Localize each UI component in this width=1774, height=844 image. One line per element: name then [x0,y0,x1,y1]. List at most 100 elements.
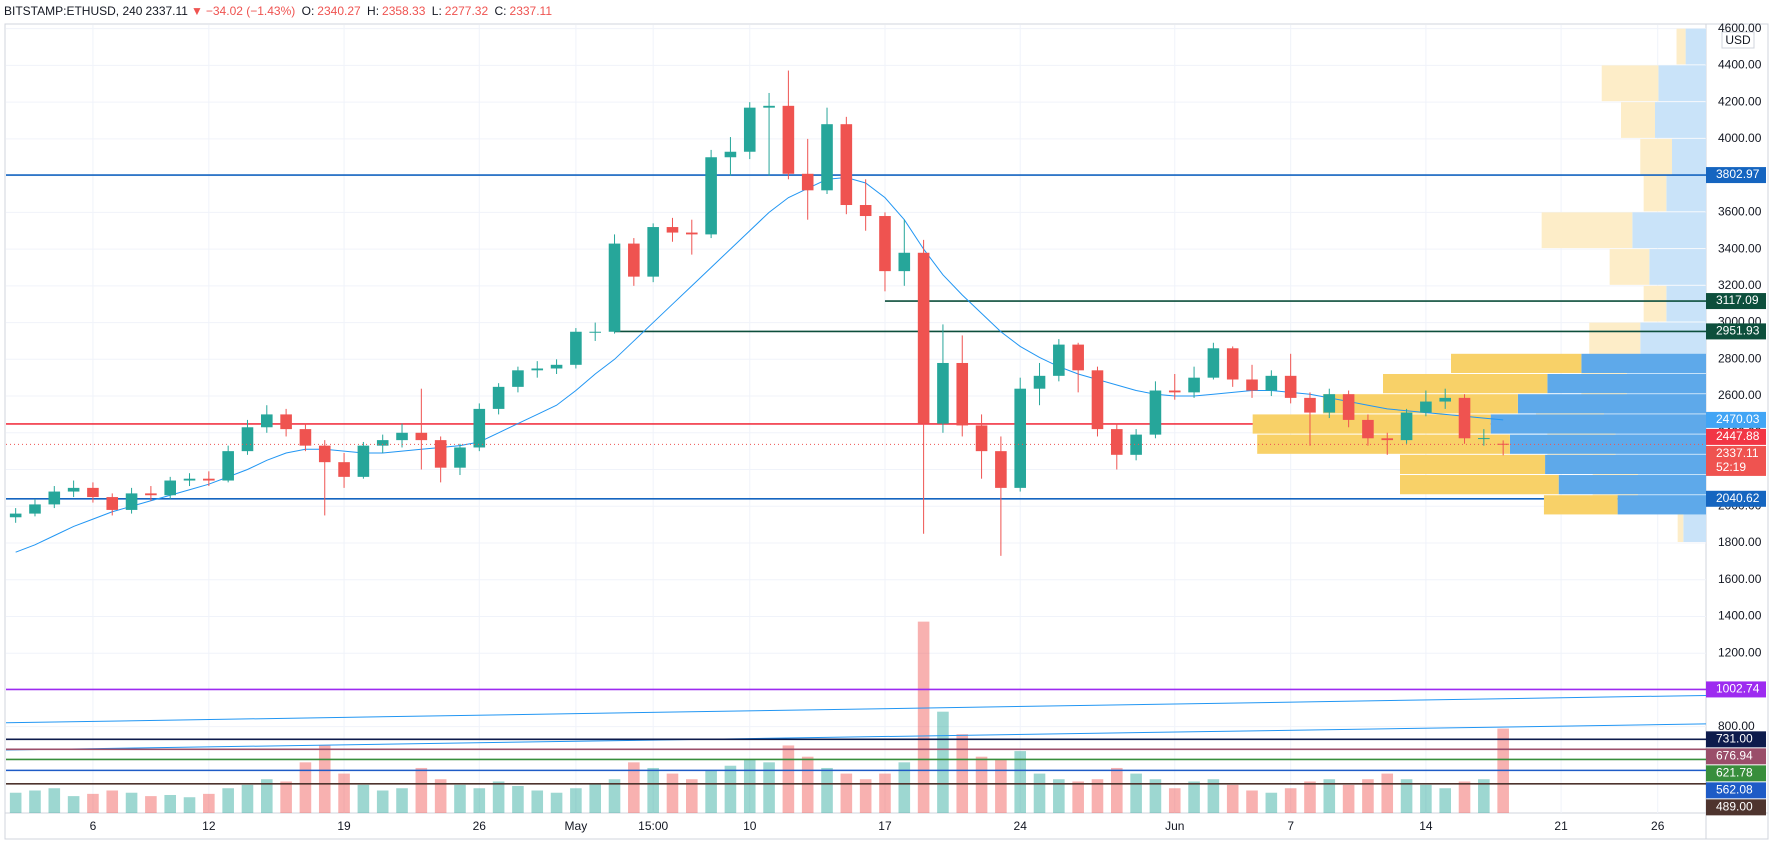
candle-body [917,252,930,424]
volume-bar [995,758,1007,813]
axis-label: 489.00 [1716,800,1753,814]
candle-body [261,414,273,428]
volume-bar [125,792,138,813]
y-tick-label: 3400.00 [1718,241,1762,255]
candle-body [1265,375,1278,391]
axis-label: 2951.93 [1716,324,1760,338]
candle-body [338,462,350,477]
axis-label: 1002.74 [1716,682,1760,696]
x-tick-label: 26 [1651,819,1665,833]
axis-label: 676.94 [1716,749,1753,763]
candle-body [1497,443,1509,445]
candle-body [724,151,737,158]
volume-bar [1053,779,1065,813]
volume-bar [318,745,331,813]
profile-up [1655,102,1706,138]
candle-body [29,504,41,514]
candle-body [396,432,408,441]
volume-bar [1130,773,1142,813]
candle-body [1458,397,1471,439]
volume-bar [1458,781,1471,813]
volume-bar [570,788,582,813]
candle-body [1014,388,1026,488]
x-tick-label: 24 [1014,819,1028,833]
candle-body [1342,394,1355,420]
candle-body [203,478,215,481]
volume-bar [1246,790,1258,813]
volume-bar [183,797,196,813]
candle-body [67,487,80,492]
price-axis: USD 800.001000.001200.001400.001600.0018… [1706,21,1766,816]
candle-body [995,451,1007,488]
volume-bar [338,773,350,813]
profile-down [1383,373,1548,394]
volume-bar [164,794,176,813]
candle-body [473,408,486,448]
volume-bar [898,762,911,813]
candle-body [763,105,775,108]
candle-body [241,427,254,452]
candle-body [106,497,119,510]
volume-bar [357,784,370,813]
axis-label: 2447.88 [1716,429,1760,443]
profile-down [1676,28,1686,65]
volume-bar [1420,784,1432,813]
volume-bar [106,790,119,813]
volume-bar [9,792,22,813]
candle-body [937,362,949,424]
profile-down [1643,175,1667,212]
change: −34.02 (−1.43%) [205,4,296,18]
x-tick-label: 17 [878,819,892,833]
candle-body [782,105,795,174]
y-tick-label: 1200.00 [1718,645,1762,659]
candle-body [1053,344,1065,376]
candle-body [608,243,621,332]
moving-average [15,176,1504,553]
volume-bar [434,779,447,813]
candle-body [840,124,853,206]
volume-bar [956,734,969,813]
volume-bar [1304,781,1316,813]
volume-bar [396,788,408,813]
candle-body [1226,348,1239,380]
y-tick-label: 2600.00 [1718,388,1762,402]
x-tick-label: 6 [90,819,97,833]
currency-box [1721,31,1755,49]
candle-body [280,414,292,430]
axis-label: 2040.62 [1716,491,1760,505]
high-value: 2358.33 [382,4,426,18]
candle-body [1091,370,1104,430]
axis-label-box [1706,411,1766,428]
candle-body [299,429,312,446]
candle-body [1246,379,1258,391]
volume-bar [1111,767,1123,813]
x-tick-label: Jun [1165,819,1184,833]
candle-body [1381,438,1394,441]
volume-bar [1226,784,1239,813]
volume-bar [1168,788,1181,813]
frame [4,23,1769,840]
profile-up [1658,65,1706,102]
candle-body [1362,419,1374,439]
profile-down [1677,506,1684,542]
profile-down [1451,353,1582,373]
volume-bar [840,773,853,813]
volume-bar [1033,773,1046,813]
plot-area [6,25,1706,813]
volume-bar [628,762,640,813]
candle-body [1168,390,1181,393]
volume-bar [48,788,61,813]
change-arrow: ▼ [190,4,203,18]
profile-up [1685,28,1706,65]
profile-up [1632,212,1706,249]
axis-label-box [1706,765,1766,782]
profile-up [1490,414,1706,434]
volume-bar [145,796,157,813]
volume-bar [415,767,428,813]
axis-label-box [1706,167,1766,184]
profile-up [1649,249,1706,285]
x-tick-label: 12 [202,819,216,833]
profile-up [1666,175,1706,212]
symbol: BITSTAMP:ETHUSD, 240 [4,4,143,18]
volume-bar [743,758,756,813]
